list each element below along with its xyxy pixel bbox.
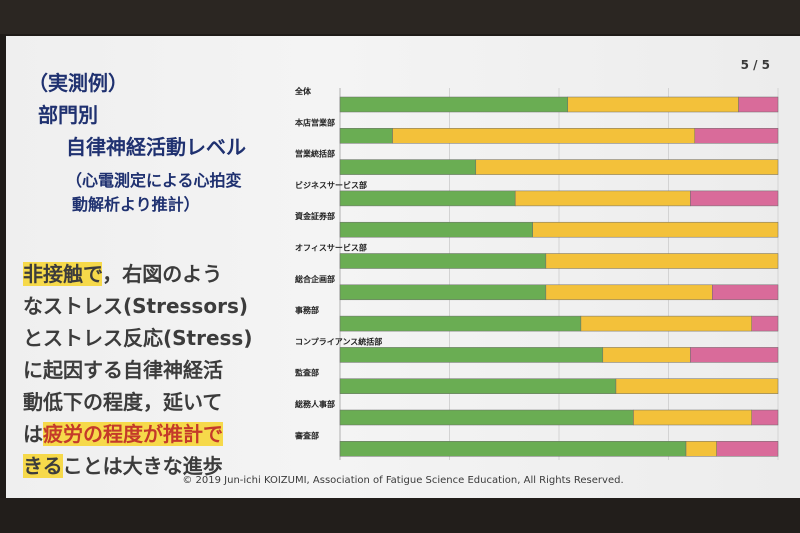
bar-segment-yellow	[615, 378, 779, 394]
bar-segment-green	[339, 378, 617, 394]
bar-segment-pink	[738, 96, 779, 113]
body-text: ，右図のよう	[102, 262, 223, 286]
highlight-fatigue: 疲労の程度が推計で	[43, 422, 223, 446]
body-line-7: きることは大きな進歩	[23, 450, 293, 479]
body-text: に起因する自律神経活	[23, 358, 223, 382]
wall-top	[0, 0, 800, 34]
category-label: 資金証券部	[295, 211, 335, 221]
bar-segment-yellow	[580, 315, 752, 332]
body-text: ことは大きな進歩	[62, 454, 223, 478]
slide: 5 / 5 （実測例） 部門別 自律神経活動レベル （心電測定による心拍変 動解…	[6, 36, 800, 498]
category-label: コンプライアンス統括部	[295, 336, 382, 346]
highlight-contactless: 非接触で	[23, 262, 103, 286]
category-label: 総務人事部	[295, 399, 335, 409]
bar-segment-yellow	[514, 190, 691, 207]
bar-segment-green	[339, 128, 393, 144]
category-label: 営業統括部	[295, 149, 335, 159]
category-label: 審査部	[294, 430, 319, 440]
bar-segment-pink	[694, 128, 779, 144]
body-text: なストレス(Stressors)	[23, 294, 248, 318]
body-text: は	[23, 422, 43, 446]
title-line-2: 部門別	[38, 103, 98, 127]
body-line-6: は疲労の程度が推計で	[23, 418, 293, 447]
body-line-5: 動低下の程度，延いて	[23, 386, 293, 415]
page-number: 5 / 5	[740, 58, 770, 72]
bar-segment-yellow	[633, 409, 752, 426]
bar-segment-pink	[712, 284, 779, 301]
bar-segment-pink	[751, 315, 779, 332]
bar-segment-green	[339, 253, 547, 269]
category-label: 全体	[294, 86, 312, 96]
body-line-4: に起因する自律神経活	[23, 354, 293, 383]
bar-segment-yellow	[545, 284, 713, 301]
category-label: ビジネスサービス部	[295, 180, 367, 190]
bar-segment-yellow	[685, 441, 717, 457]
bar-segment-pink	[690, 347, 779, 363]
bar-segment-pink	[751, 409, 779, 426]
body-line-1: 非接触で，右図のよう	[23, 258, 293, 287]
bar-segment-green	[339, 441, 687, 457]
bar-segment-pink	[690, 190, 779, 207]
body-line-3: とストレス反応(Stress)	[23, 322, 293, 351]
title-line-4: （心電測定による心拍変	[66, 171, 242, 190]
title-line-5: 動解析より推計）	[72, 195, 200, 214]
title-line-3: 自律神経活動レベル	[66, 135, 246, 159]
highlight-can: きる	[23, 454, 63, 478]
bar-segment-yellow	[545, 253, 779, 269]
bar-segment-green	[339, 347, 604, 363]
bar-segment-green	[339, 190, 516, 207]
bar-segment-yellow	[567, 96, 739, 113]
category-label: 本店営業部	[294, 117, 335, 127]
copyright: © 2019 Jun-ichi KOIZUMI, Association of …	[182, 475, 624, 486]
body-line-2: なストレス(Stressors)	[23, 290, 293, 319]
bar-segment-green	[339, 315, 582, 332]
body-text: とストレス反応(Stress)	[23, 326, 253, 350]
category-label: 総合企画部	[295, 274, 335, 284]
title-line-1: （実測例）	[28, 71, 128, 95]
bar-segment-green	[339, 96, 569, 113]
bar-segment-yellow	[392, 128, 696, 144]
bar-segment-green	[339, 159, 477, 175]
category-label: オフィスサービス部	[295, 243, 367, 253]
body-text: 動低下の程度，延いて	[23, 390, 223, 414]
wall-bottom	[0, 498, 800, 533]
bar-segment-yellow	[602, 347, 691, 363]
category-label: 監査部	[295, 368, 319, 378]
bar-segment-green	[339, 409, 634, 426]
bar-segment-green	[339, 221, 533, 238]
bar-segment-pink	[716, 441, 779, 457]
stacked-bar-chart: 全体本店営業部営業統括部ビジネスサービス部資金証券部オフィスサービス部総合企画部…	[294, 86, 779, 460]
category-label: 事務部	[295, 305, 319, 315]
bar-segment-yellow	[475, 159, 779, 175]
bar-segment-green	[339, 284, 547, 301]
bar-segment-yellow	[532, 221, 779, 238]
